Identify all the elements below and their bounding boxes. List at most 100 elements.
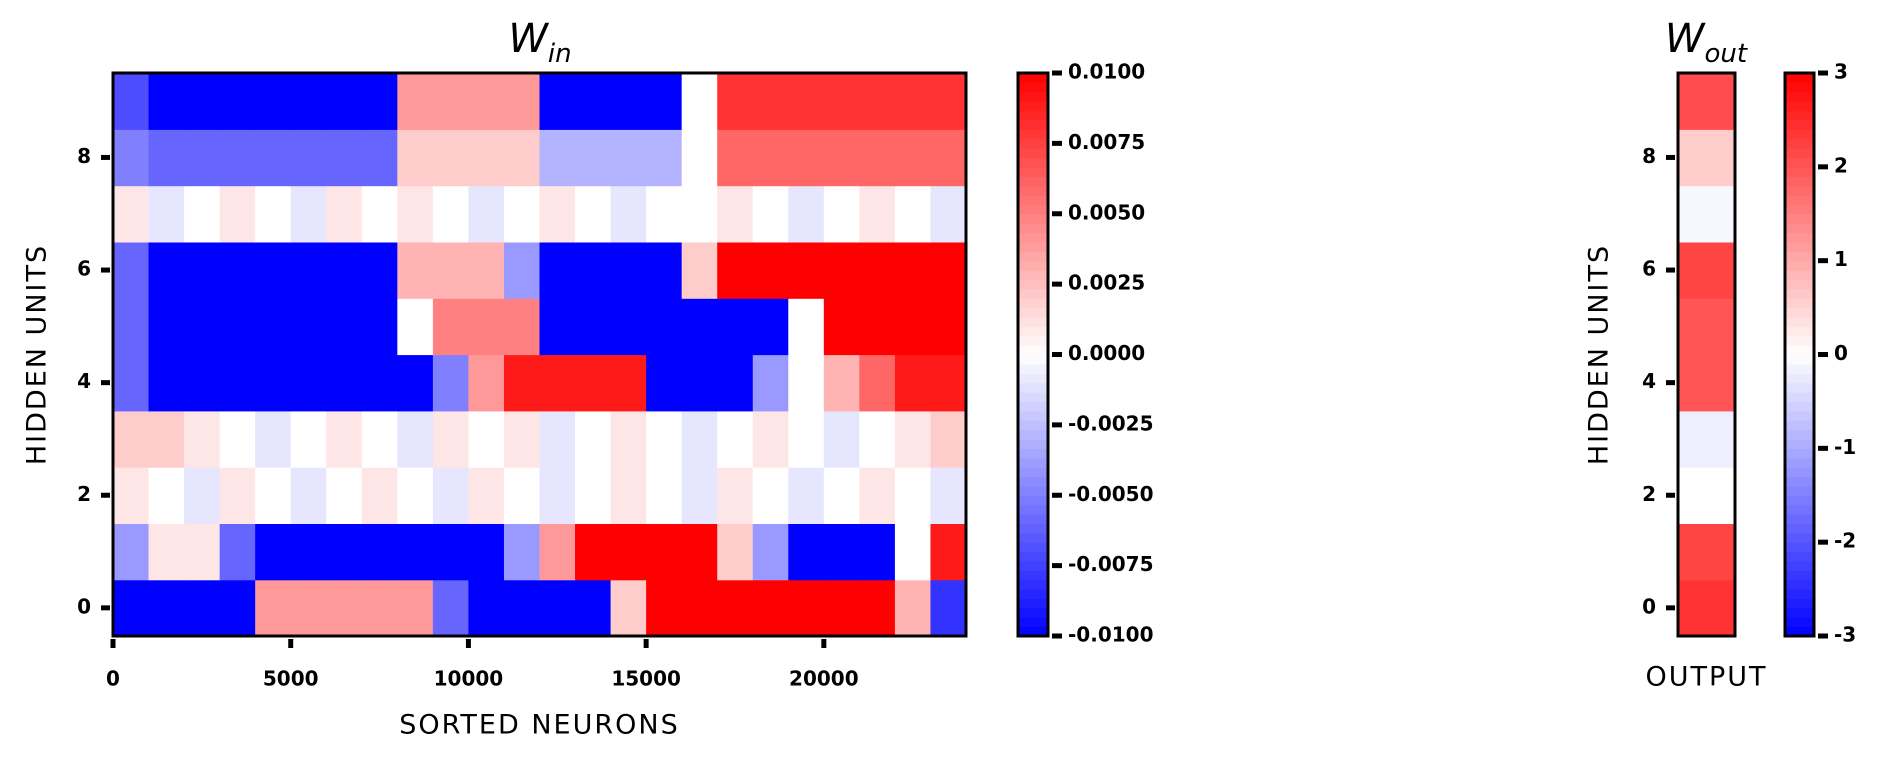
heat-cell	[752, 298, 789, 356]
heat-cell	[219, 410, 256, 468]
colorbar-step	[1018, 194, 1048, 205]
heat-cell	[859, 410, 896, 468]
heat-cell	[575, 185, 612, 243]
colorbar-step	[1018, 410, 1048, 421]
heat-cell	[184, 185, 221, 243]
heat-cell	[575, 523, 612, 581]
heat-cell	[752, 241, 789, 299]
colorbar-step	[1018, 91, 1048, 102]
colorbar-step	[1785, 514, 1814, 524]
heat-cell	[503, 354, 541, 412]
heat-cell	[859, 241, 896, 299]
heat-cell	[575, 73, 612, 130]
heat-cell	[681, 241, 718, 299]
colorbar-step	[1785, 73, 1814, 83]
colorbar-step	[1785, 392, 1814, 403]
y-tick-label: 0	[77, 594, 91, 618]
colorbar-step	[1018, 73, 1048, 83]
heat-cell	[646, 467, 683, 524]
heat-cell	[503, 298, 541, 356]
heat-cell	[717, 467, 754, 524]
colorbar-step	[1785, 232, 1814, 243]
heat-cell	[219, 73, 256, 130]
colorbar-step	[1018, 204, 1048, 215]
heat-cell	[148, 185, 185, 243]
heat-cell	[681, 467, 718, 524]
colorbar-step	[1018, 560, 1048, 571]
colorbar-tick-label: -0.0100	[1068, 623, 1153, 647]
heat-cell	[468, 73, 505, 130]
heat-cell	[539, 298, 576, 356]
colorbar-tick-label: -1	[1834, 435, 1856, 459]
heat-cell	[290, 579, 327, 637]
heat-cell	[1678, 241, 1736, 299]
heat-cell	[503, 241, 541, 299]
heat-cell	[930, 129, 967, 187]
heat-cell	[752, 523, 789, 581]
colorbar-step	[1018, 176, 1048, 187]
heat-cell	[290, 185, 327, 243]
heat-cell	[148, 467, 185, 524]
colorbar-step	[1785, 410, 1814, 421]
heat-cell	[1678, 298, 1736, 356]
x-tick-label: 0	[106, 667, 120, 691]
colorbar-tick-label: -0.0075	[1068, 552, 1153, 576]
heat-cell	[1678, 185, 1736, 243]
colorbar-step	[1785, 316, 1814, 327]
heat-cell	[148, 241, 185, 299]
heat-cell	[255, 467, 292, 524]
heat-cell	[930, 241, 967, 299]
colorbar-step	[1018, 514, 1048, 524]
heat-cell	[361, 298, 398, 356]
colorbar-step	[1018, 363, 1048, 374]
heat-cell	[326, 185, 363, 243]
colorbar-tick-label: -2	[1834, 529, 1856, 553]
heat-cell	[219, 579, 256, 637]
colorbar-step	[1785, 157, 1814, 168]
heat-cell	[681, 523, 718, 581]
colorbar-step	[1018, 119, 1048, 130]
heat-cell	[646, 298, 683, 356]
colorbar-step	[1785, 326, 1814, 337]
colorbar-step	[1785, 260, 1814, 271]
colorbar-step	[1785, 420, 1814, 431]
heat-cell	[788, 73, 825, 130]
colorbar-step	[1018, 542, 1048, 553]
heat-cell	[113, 354, 150, 412]
heat-cell	[930, 354, 967, 412]
heat-cell	[255, 129, 292, 187]
heat-cell	[894, 241, 932, 299]
colorbar-step	[1018, 326, 1048, 337]
heat-cell	[1678, 129, 1736, 187]
heat-cell	[503, 410, 541, 468]
heat-cell	[397, 298, 434, 356]
colorbar-step	[1785, 485, 1814, 496]
heat-cell	[432, 467, 470, 524]
heat-cell	[930, 185, 967, 243]
colorbar-step	[1785, 119, 1814, 130]
heat-cell	[575, 354, 612, 412]
heat-cell	[113, 467, 150, 524]
y-tick-label: 0	[1642, 594, 1656, 618]
colorbar-step	[1785, 542, 1814, 553]
heat-cell	[1678, 467, 1736, 524]
heat-cell	[575, 579, 612, 637]
heat-cell	[432, 129, 470, 187]
heat-cell	[290, 410, 327, 468]
heat-cell	[397, 129, 434, 187]
heat-cell	[290, 129, 327, 187]
heat-cell	[290, 241, 327, 299]
heat-cell	[681, 185, 718, 243]
colorbar-step	[1018, 551, 1048, 562]
colorbar-step	[1785, 438, 1814, 449]
colorbar-step	[1785, 551, 1814, 562]
y-axis-label: HIDDEN UNITS	[1584, 244, 1615, 465]
heat-cell	[361, 467, 398, 524]
colorbar-step	[1018, 420, 1048, 431]
heat-cell	[503, 523, 541, 581]
colorbar-step	[1785, 241, 1814, 252]
heat-cell	[539, 467, 576, 524]
heat-cell	[468, 129, 505, 187]
heat-cell	[610, 523, 647, 581]
colorbar-step	[1018, 279, 1048, 290]
